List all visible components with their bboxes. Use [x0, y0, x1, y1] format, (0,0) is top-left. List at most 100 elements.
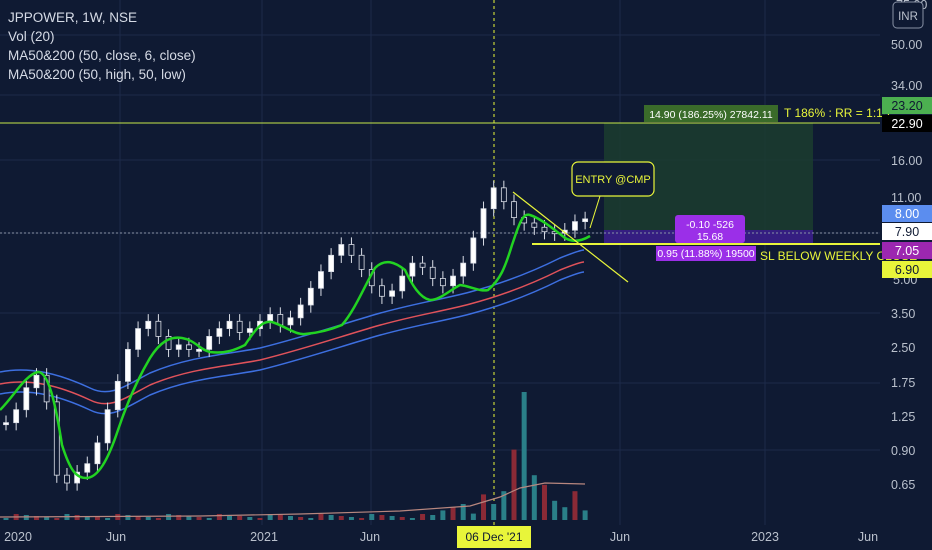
price-tag-22.90: 22.90: [882, 115, 932, 132]
time-label: Jun: [858, 530, 878, 544]
crosshair-date-label: 06 Dec '21: [457, 526, 531, 548]
chart-legend: JPPOWER, 1W, NSE Vol (20) MA50&200 (50, …: [8, 8, 196, 84]
candle-body: [572, 221, 578, 231]
candle-body: [307, 287, 314, 306]
volume-bar: [389, 516, 395, 520]
volume-bar: [94, 517, 100, 520]
volume-bar: [379, 515, 385, 520]
candle-body: [490, 187, 497, 210]
stop-stats: 0.95 (11.88%) 19500: [657, 248, 754, 260]
band-blue-lower: [0, 271, 585, 415]
volume-bar: [521, 392, 527, 520]
price-tag-7.05: 7.05: [882, 242, 932, 259]
price-tick: 11.00: [891, 191, 921, 205]
candle-body: [125, 348, 131, 382]
time-label: Jun: [106, 530, 126, 544]
volume-bar: [450, 507, 456, 520]
target-label[interactable]: 14.90 (186.25%) 27842.11: [644, 105, 778, 122]
volume-bar: [298, 517, 304, 520]
volume-bar: [74, 515, 80, 520]
price-tick: 1.25: [891, 410, 915, 424]
candle-body: [318, 271, 324, 289]
candle-body: [328, 254, 335, 272]
volume-bar: [287, 516, 293, 520]
candle-body: [114, 380, 121, 411]
currency-badge[interactable]: INR: [892, 1, 924, 29]
volume-bar: [582, 510, 588, 520]
symbol-title[interactable]: JPPOWER, 1W, NSE: [8, 10, 138, 25]
ma-fast-line: [0, 213, 591, 480]
time-label: Jun: [360, 530, 380, 544]
volume-bars: [3, 392, 588, 520]
candle-body: [358, 254, 365, 270]
candle-body: [23, 387, 30, 411]
volume-bar: [257, 518, 263, 520]
price-tag-8.00: 8.00: [882, 205, 932, 222]
candle-body: [429, 266, 436, 279]
candle-body: [348, 244, 355, 256]
grid: [0, 0, 880, 525]
price-tick: 34.00: [891, 79, 922, 93]
price-tick: 16.00: [891, 154, 922, 168]
candle-body: [145, 320, 152, 329]
candle-body: [399, 275, 406, 292]
volume-bar: [84, 516, 90, 520]
crosshair-date: 06 Dec '21: [466, 530, 523, 544]
price-tag-text: 6.90: [895, 263, 919, 277]
time-axis[interactable]: 2020 Jun 2021 Jun Jun 2023 Jun: [4, 530, 878, 544]
volume-bar: [23, 515, 29, 520]
volume-bar: [501, 491, 507, 520]
volume-bar: [430, 515, 436, 520]
candle-body: [165, 336, 172, 350]
time-label: Jun: [610, 530, 630, 544]
candle-body: [84, 463, 91, 473]
volume-bar: [105, 518, 111, 520]
candle-body: [13, 409, 20, 424]
volume-bar: [440, 510, 446, 520]
candle-body: [104, 409, 111, 444]
candle-body: [379, 285, 385, 297]
candle-body: [582, 218, 589, 223]
currency-text: INR: [898, 11, 918, 23]
candle-body: [175, 344, 182, 350]
candle-body: [185, 344, 192, 350]
stop-text: SL BELOW WEEKLY CLOSE: [760, 249, 917, 263]
volume-bar: [369, 514, 375, 520]
volume-bar: [155, 518, 161, 520]
resistance-trendline[interactable]: [512, 191, 629, 283]
volume-bar: [409, 518, 415, 520]
candle-body: [450, 275, 456, 287]
candle-body: [338, 244, 345, 256]
time-label: 2020: [4, 530, 32, 544]
indicator-volume[interactable]: Vol (20): [8, 29, 55, 44]
price-tick: 2.50: [891, 341, 915, 355]
measure-label[interactable]: -0.10 -526 15.68: [675, 215, 745, 243]
volume-bar: [206, 518, 212, 520]
volume-bar: [420, 514, 426, 520]
candle-body: [94, 442, 101, 465]
volume-bar: [3, 518, 9, 520]
price-tick: 1.75: [891, 376, 915, 390]
price-tag-text: 8.00: [895, 207, 919, 221]
candle-body: [216, 328, 223, 337]
indicator-ma-2[interactable]: MA50&200 (50, high, 50, low): [8, 67, 186, 82]
candle-body: [64, 474, 70, 484]
entry-text: ENTRY @CMP: [575, 174, 651, 186]
volume-bar: [481, 494, 487, 520]
volume-bar: [277, 515, 283, 520]
entry-callout[interactable]: ENTRY @CMP: [571, 161, 655, 229]
volume-bar: [552, 500, 558, 520]
candle-body: [470, 237, 477, 264]
stop-label[interactable]: 0.95 (11.88%) 19500: [656, 246, 756, 261]
volume-bar: [186, 516, 192, 520]
volume-bar: [176, 515, 182, 520]
volume-bar: [511, 449, 517, 520]
candle-body: [511, 201, 517, 218]
volume-bar: [399, 517, 405, 520]
indicator-ma-1[interactable]: MA50&200 (50, close, 6, close): [8, 48, 196, 63]
price-tag-7.90: 7.90: [882, 223, 932, 240]
volume-bar: [54, 518, 60, 520]
volume-bar: [125, 515, 131, 520]
candle-body: [409, 262, 416, 277]
